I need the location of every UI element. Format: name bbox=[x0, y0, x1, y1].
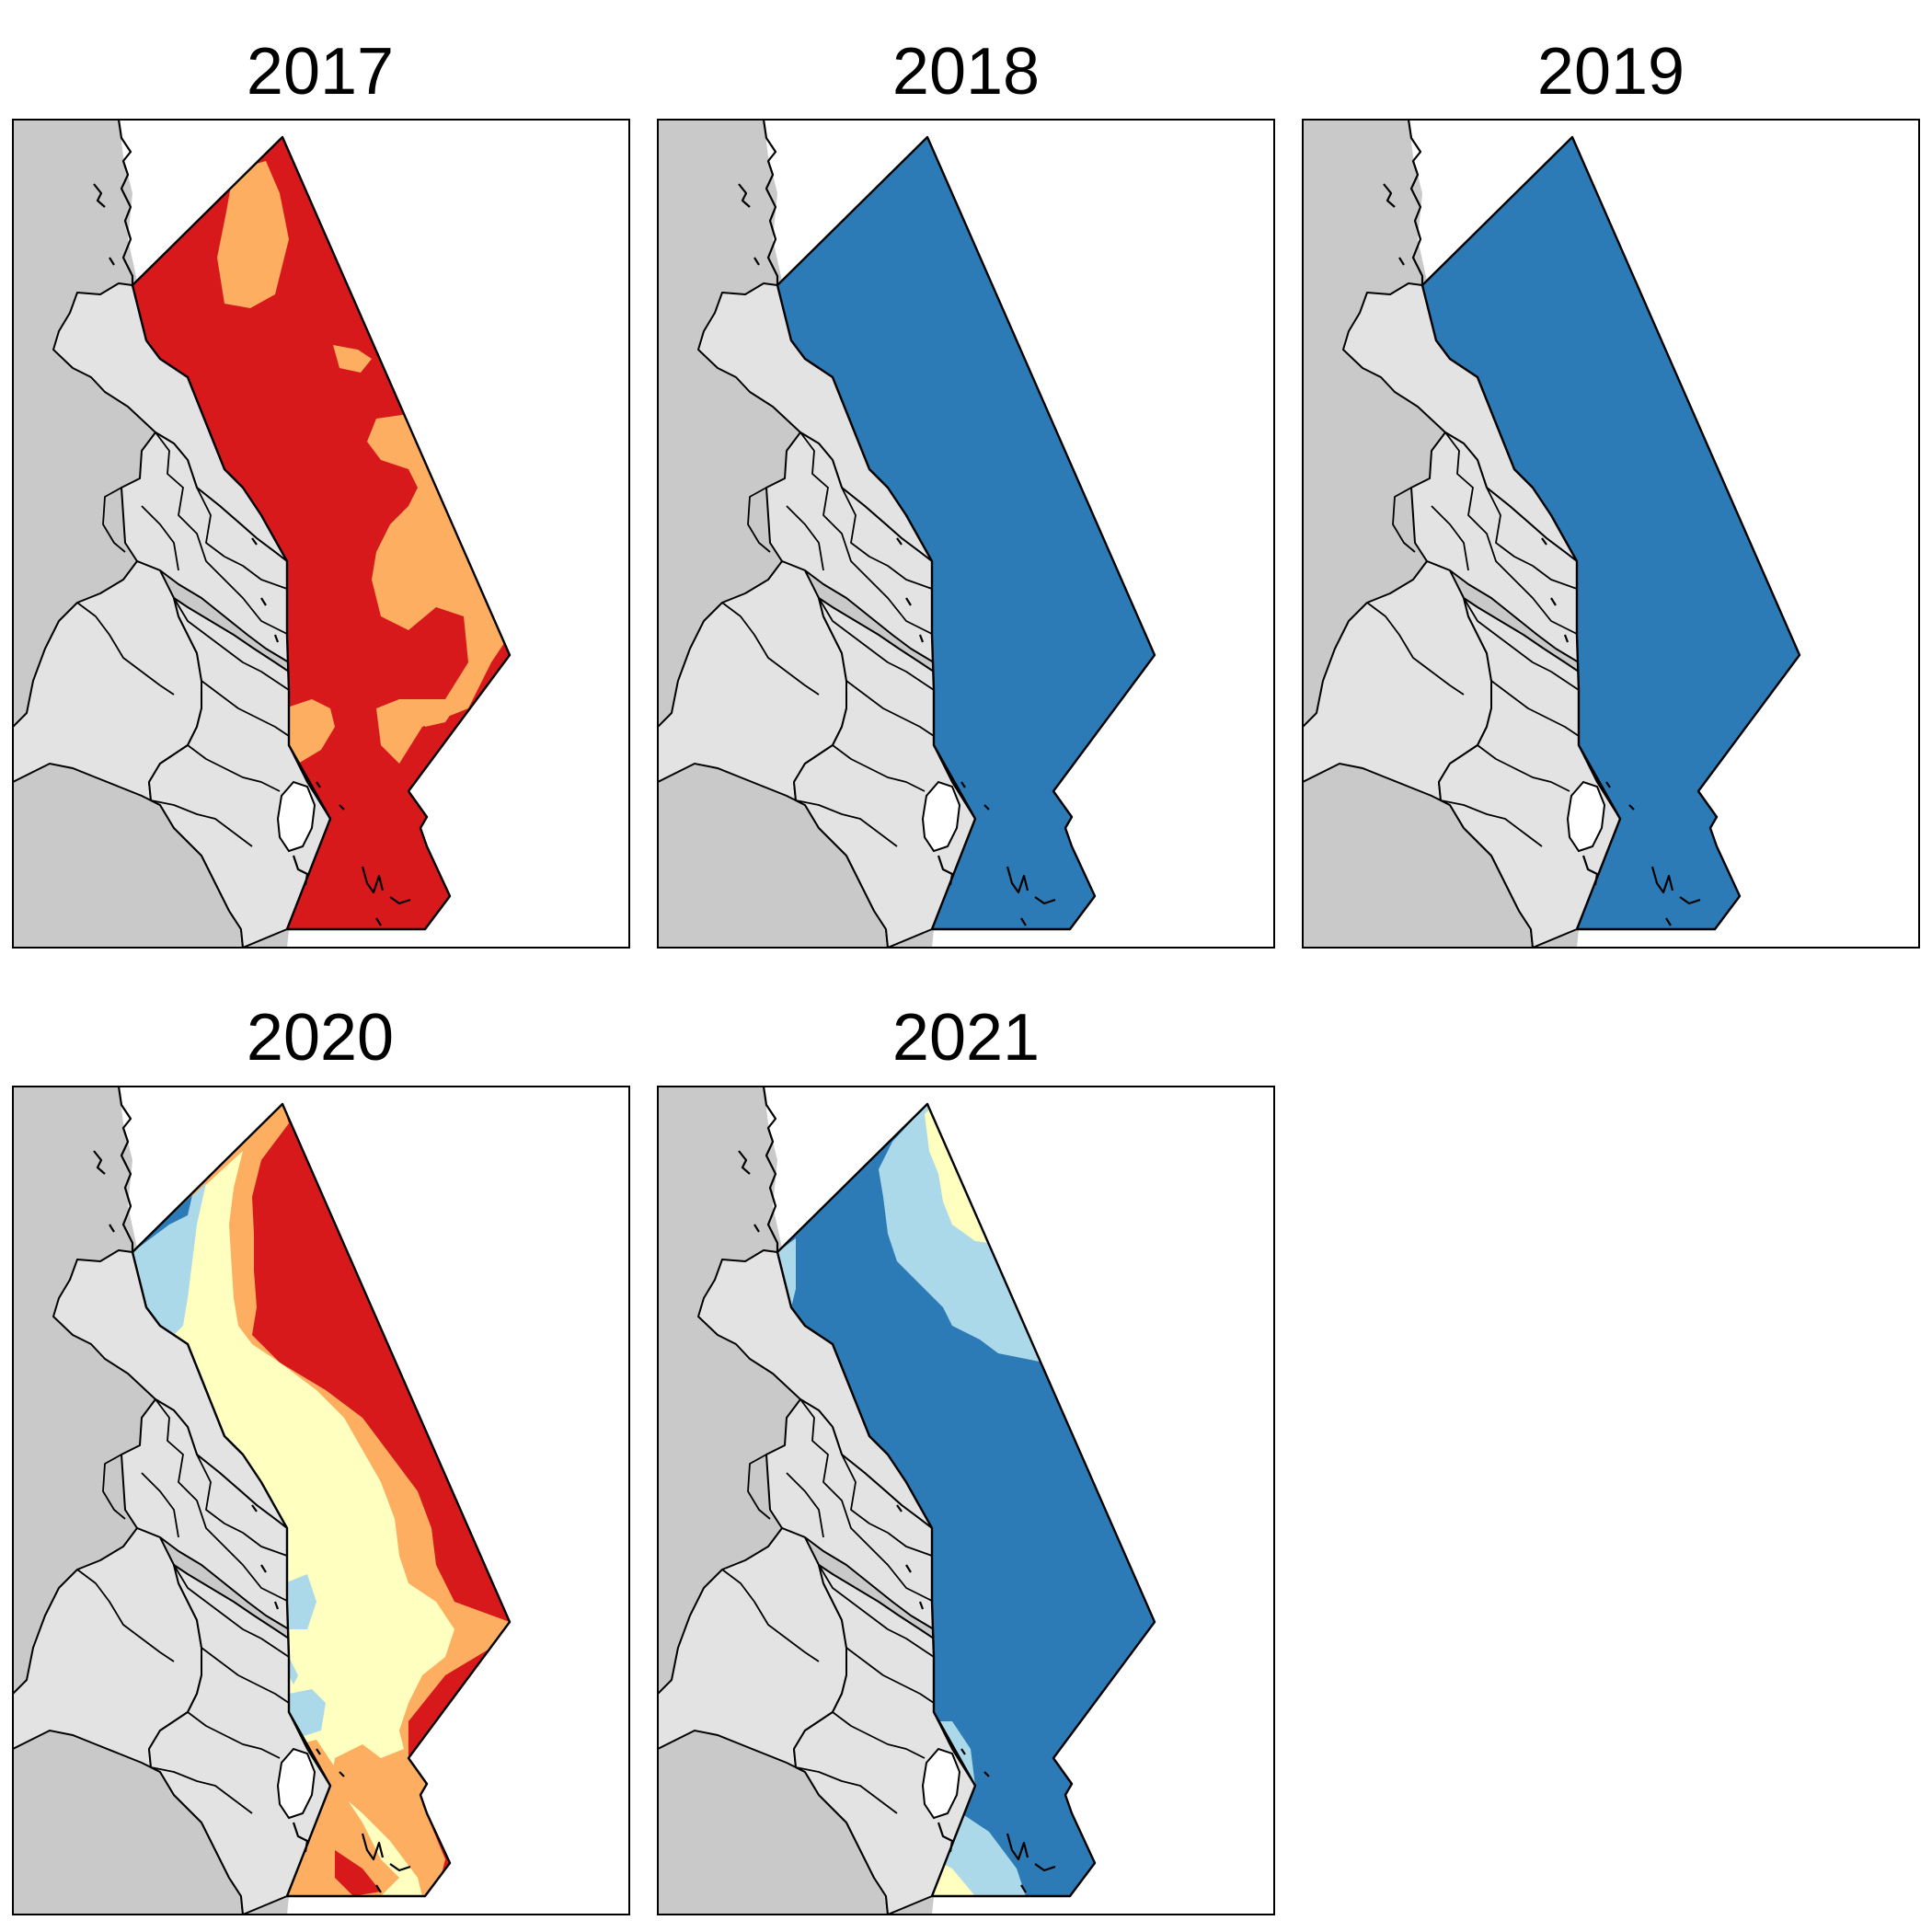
map-2018 bbox=[658, 120, 1274, 948]
panel-2021: 2021 bbox=[657, 1001, 1275, 1915]
panel-frame-2021 bbox=[657, 1086, 1275, 1915]
panel-2019: 2019 bbox=[1302, 35, 1920, 949]
panel-title-2021: 2021 bbox=[892, 1001, 1040, 1075]
map-2021 bbox=[658, 1087, 1274, 1915]
panel-title-2020: 2020 bbox=[247, 1001, 394, 1075]
panel-frame-2020 bbox=[12, 1086, 630, 1915]
map-2017 bbox=[13, 120, 629, 948]
panel-2017: 2017 bbox=[12, 35, 630, 949]
panel-frame-2019 bbox=[1302, 119, 1920, 949]
panel-frame-2017 bbox=[12, 119, 630, 949]
panel-frame-2018 bbox=[657, 119, 1275, 949]
panel-title-2019: 2019 bbox=[1537, 35, 1685, 109]
panel-title-2018: 2018 bbox=[892, 35, 1040, 109]
map-2020 bbox=[13, 1087, 629, 1915]
map-2019 bbox=[1303, 120, 1919, 948]
panel-title-2017: 2017 bbox=[247, 35, 394, 109]
panel-2018: 2018 bbox=[657, 35, 1275, 949]
panel-2020: 2020 bbox=[12, 1001, 630, 1915]
